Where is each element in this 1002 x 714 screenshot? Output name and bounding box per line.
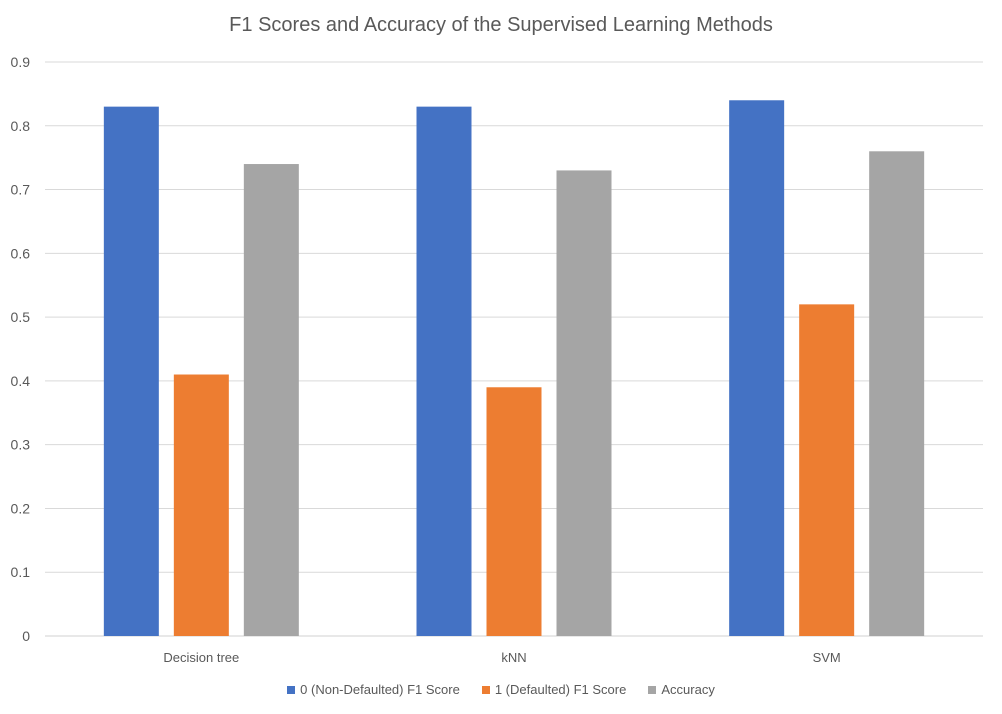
bar-knn-series-2 (556, 170, 612, 636)
chart-title: F1 Scores and Accuracy of the Supervised… (229, 14, 773, 36)
x-tick-label: Decision tree (163, 650, 239, 665)
legend-item: 0 (Non-Defaulted) F1 Score (287, 682, 460, 697)
y-axis-ticks: 0 0.1 0.2 0.3 0.4 0.5 0.6 0.7 0.8 0.9 (11, 54, 31, 644)
bar-decision-tree-series-0 (103, 106, 159, 636)
x-tick-label: SVM (813, 650, 841, 665)
bar-knn-series-1 (486, 387, 542, 636)
y-tick-label: 0.7 (11, 182, 31, 198)
legend-label: Accuracy (661, 682, 715, 697)
legend-swatch (287, 685, 296, 694)
legend-label: 1 (Defaulted) F1 Score (494, 682, 627, 697)
y-tick-label: 0.4 (11, 373, 31, 389)
legend: 0 (Non-Defaulted) F1 Score 1 (Defaulted) … (0, 682, 1002, 697)
y-tick-label: 0.6 (11, 245, 31, 261)
bar-knn-series-0 (416, 106, 472, 636)
y-tick-label: 0 (22, 628, 30, 644)
x-tick-label: kNN (501, 650, 526, 665)
legend-item: 1 (Defaulted) F1 Score (481, 682, 627, 697)
x-axis-ticks: Decision tree kNN SVM (163, 650, 840, 665)
bar-svm-series-2 (869, 151, 925, 637)
y-tick-label: 0.8 (11, 118, 31, 134)
bars (103, 100, 925, 637)
y-tick-label: 0.2 (11, 500, 31, 516)
legend-swatch (481, 685, 490, 694)
y-tick-label: 0.3 (11, 437, 31, 453)
y-tick-label: 0.1 (11, 564, 31, 580)
bar-decision-tree-series-2 (243, 164, 299, 637)
bar-svm-series-1 (799, 304, 855, 636)
bar-svm-series-0 (729, 100, 785, 637)
y-tick-label: 0.9 (11, 54, 31, 70)
y-tick-label: 0.5 (11, 309, 31, 325)
legend-label: 0 (Non-Defaulted) F1 Score (300, 682, 460, 697)
legend-item: Accuracy (648, 682, 715, 697)
bar-decision-tree-series-1 (173, 374, 229, 636)
legend-swatch (648, 685, 657, 694)
